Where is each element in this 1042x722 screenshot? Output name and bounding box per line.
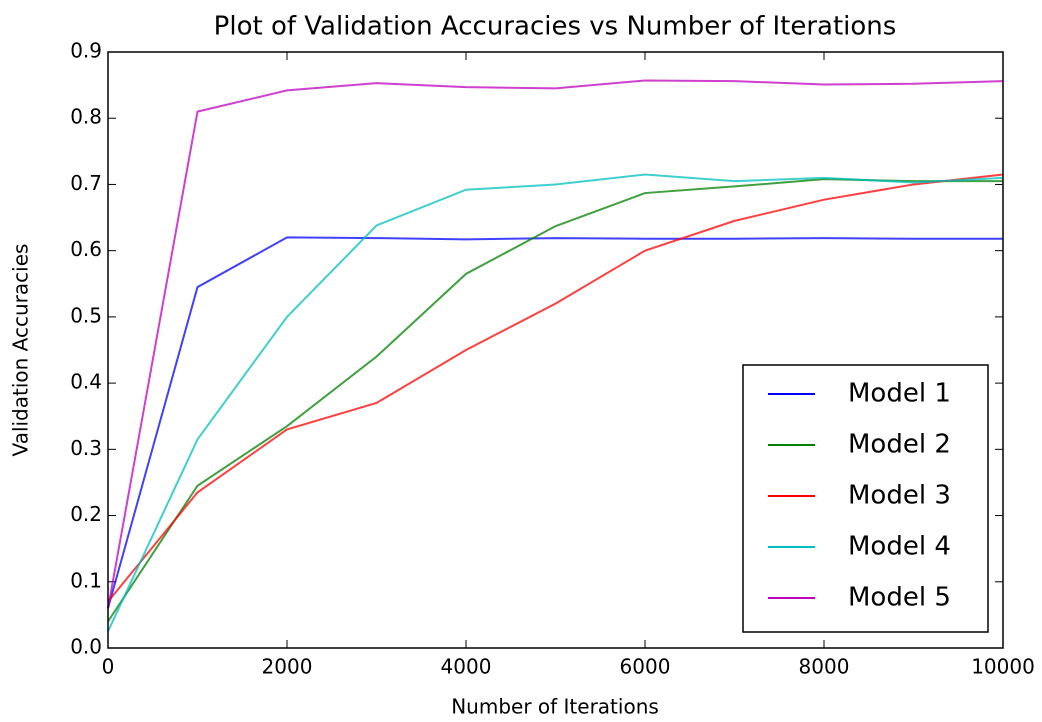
y-tick-label: 0.5 bbox=[70, 303, 102, 327]
y-tick-label: 0.6 bbox=[70, 237, 102, 261]
legend-box bbox=[742, 364, 989, 633]
chart-title: Plot of Validation Accuracies vs Number … bbox=[214, 12, 897, 42]
legend-label: Model 1 bbox=[848, 379, 951, 409]
x-tick-label: 6000 bbox=[620, 655, 671, 679]
line bbox=[107, 236, 1003, 609]
legend-label: Model 5 bbox=[848, 583, 951, 613]
legend-label: Model 2 bbox=[848, 430, 951, 460]
plot-frame bbox=[107, 51, 1004, 649]
y-tick-label: 0.3 bbox=[70, 436, 102, 460]
legend-label: Model 3 bbox=[848, 481, 951, 511]
x-tick-label: 10000 bbox=[971, 655, 1035, 679]
x-tick-label: 8000 bbox=[799, 655, 850, 679]
line bbox=[107, 79, 1004, 609]
x-axis-label: Number of Iterations bbox=[451, 695, 659, 719]
x-tick-label: 0 bbox=[102, 655, 115, 679]
y-tick-label: 0.9 bbox=[70, 39, 102, 63]
line bbox=[107, 173, 1004, 632]
y-tick-label: 0.1 bbox=[70, 568, 102, 592]
y-tick-label: 0.4 bbox=[70, 370, 102, 394]
x-tick-label: 2000 bbox=[262, 655, 313, 679]
y-tick-label: 0.0 bbox=[70, 635, 102, 659]
y-tick-label: 0.2 bbox=[70, 502, 102, 526]
line bbox=[107, 173, 1004, 603]
y-tick-label: 0.8 bbox=[70, 105, 102, 129]
x-tick-label: 4000 bbox=[441, 655, 492, 679]
legend-label: Model 4 bbox=[848, 532, 951, 562]
y-axis-label: Validation Accuracies bbox=[9, 244, 33, 457]
y-tick-label: 0.7 bbox=[70, 171, 102, 195]
